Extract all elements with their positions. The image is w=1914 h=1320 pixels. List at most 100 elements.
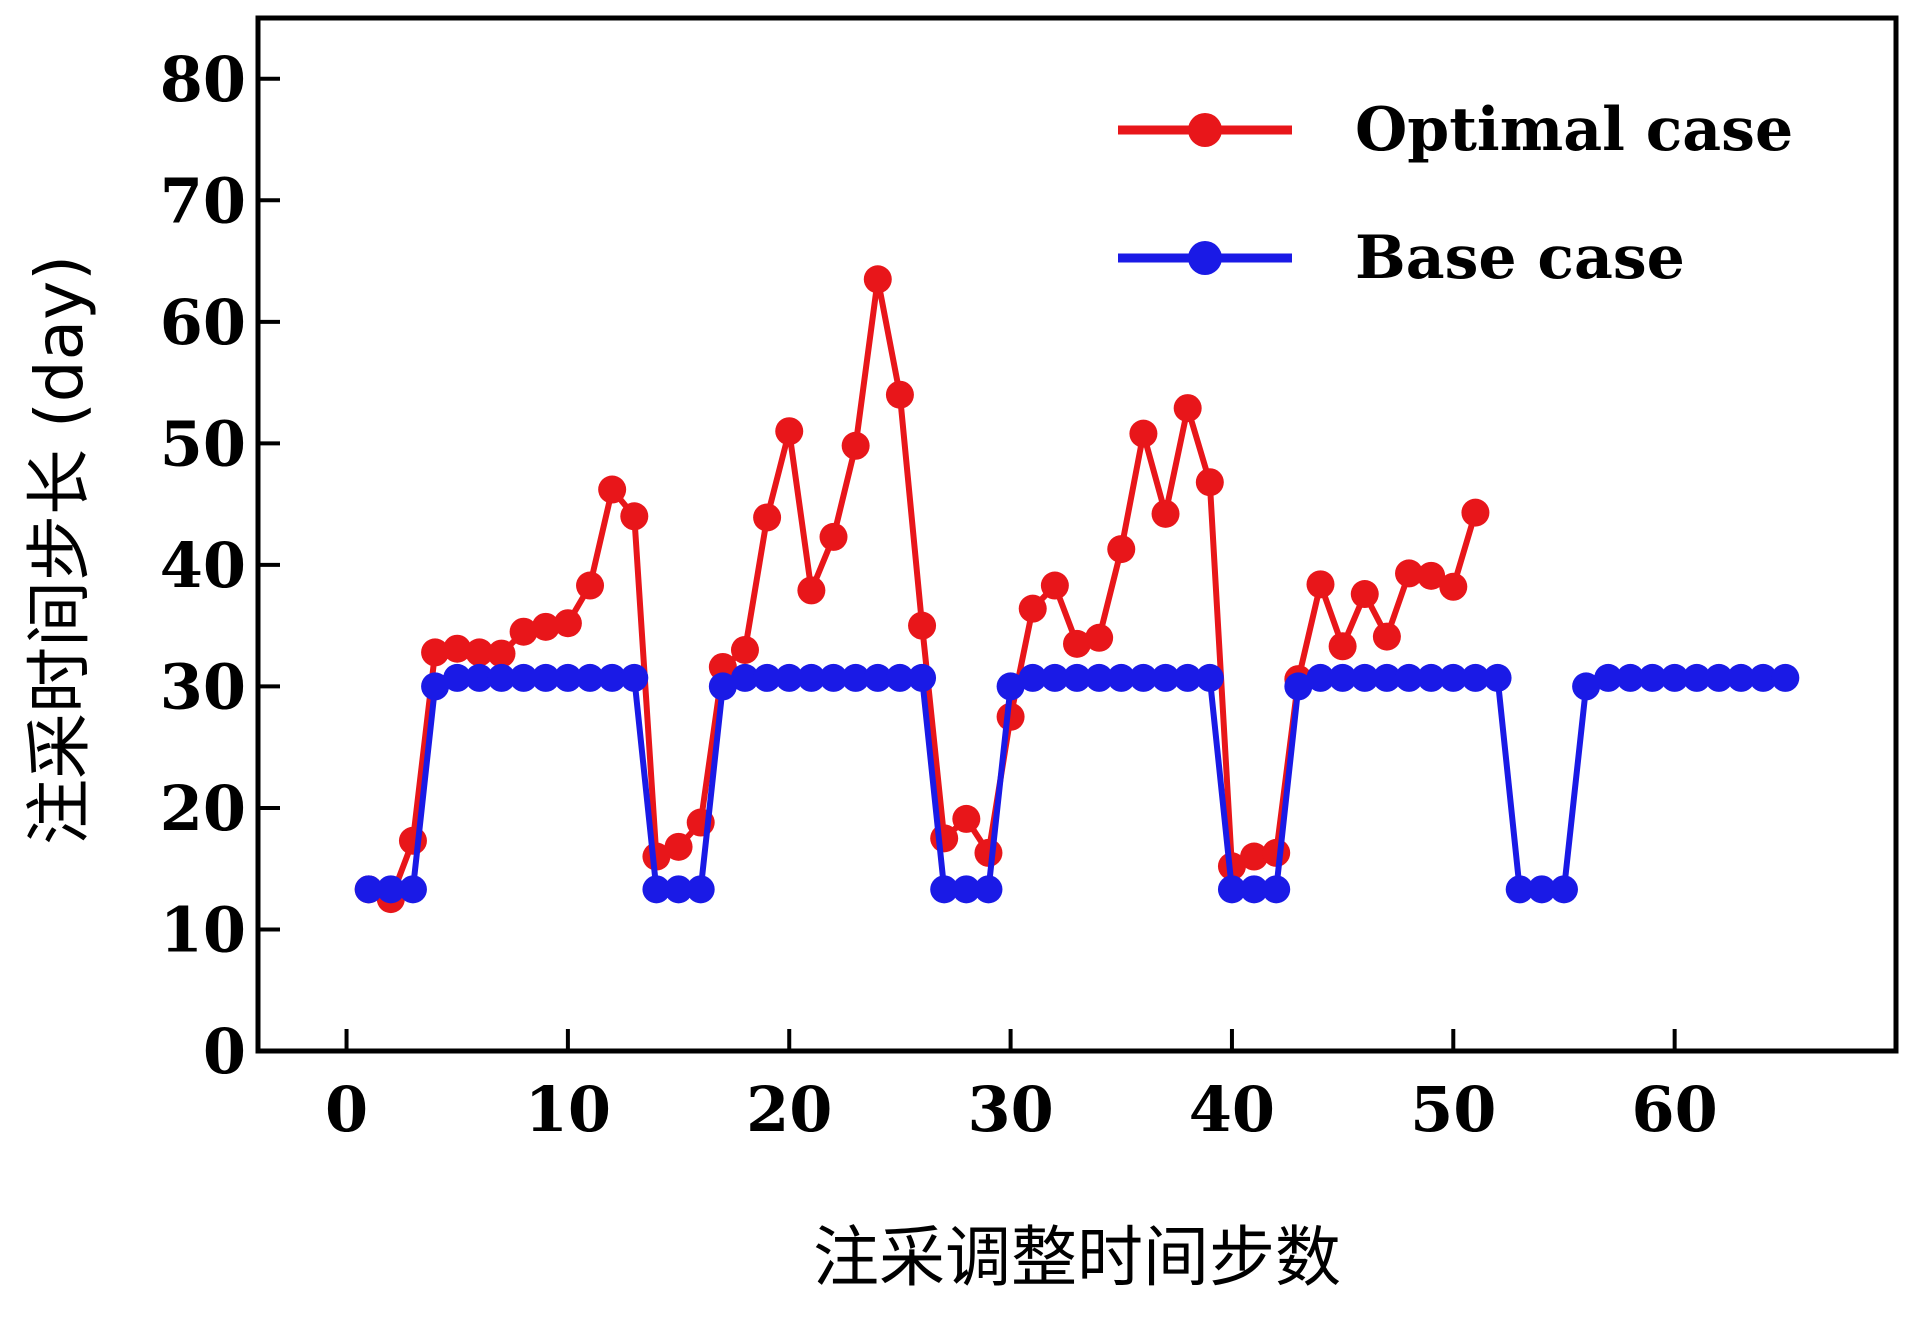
data-point [908,663,937,692]
data-point [1616,663,1645,692]
data-point [1660,663,1689,692]
data-point [1483,663,1512,692]
data-point [1085,663,1114,692]
data-point [797,576,826,605]
x-axis: 0 10 20 30 40 50 60 [325,1029,1718,1146]
data-point [819,663,848,692]
x-axis-label: 注采调整时间步数 [813,1219,1341,1296]
data-point [1173,394,1202,423]
plot-frame [255,15,1899,1054]
y-tick-label: 70 [160,164,246,237]
data-point [443,663,472,692]
data-point [775,663,804,692]
series-layer [354,265,1800,914]
data-point [620,663,649,692]
data-point [398,826,427,855]
legend-label: Optimal case [1355,95,1793,165]
data-point [509,663,538,692]
x-tick-label: 60 [1632,1073,1718,1146]
series-line [368,674,1786,893]
data-point [775,417,804,446]
data-point [1107,535,1136,564]
data-point [1040,571,1069,600]
data-point [465,638,494,667]
y-tick-label: 0 [203,1015,246,1088]
data-point [1395,663,1424,692]
legend: Optimal case Base case [1118,95,1793,293]
series-optimal [354,265,1490,914]
y-tick-label: 60 [160,286,246,359]
data-point [930,824,959,853]
data-point [1284,672,1313,701]
legend-marker [1188,241,1222,275]
data-point [1240,875,1269,904]
data-point [642,875,671,904]
x-tick-label: 0 [325,1073,368,1146]
data-point [1417,663,1446,692]
legend-marker [1188,113,1222,147]
data-point [863,663,892,692]
data-point [885,380,914,409]
data-point [753,663,782,692]
data-point [1682,663,1711,692]
data-point [1217,875,1246,904]
y-tick-label: 40 [160,529,246,602]
data-point [487,639,516,668]
data-point [1151,663,1180,692]
data-point [1461,498,1490,527]
data-point [753,503,782,532]
data-point [952,875,981,904]
data-point [1704,663,1733,692]
y-tick-label: 10 [160,893,246,966]
x-tick-label: 50 [1410,1073,1496,1146]
data-point [1240,842,1269,871]
data-point [1417,561,1446,590]
y-tick-label: 80 [160,43,246,116]
data-point [1328,663,1357,692]
data-point [1063,629,1091,658]
data-point [708,652,737,681]
data-point [885,663,914,692]
data-point [1461,663,1490,692]
data-point [841,663,870,692]
data-point [819,522,848,551]
data-point [1195,468,1224,497]
data-point [1195,663,1224,692]
data-point [1173,663,1202,692]
data-point [664,875,693,904]
data-point [1350,663,1379,692]
data-point [1129,419,1158,448]
data-point [531,663,560,692]
data-point [421,638,450,667]
y-tick-label: 50 [160,407,246,480]
data-point [1063,663,1091,692]
data-point [1328,632,1357,661]
data-point [487,663,516,692]
data-point [576,663,605,692]
data-point [996,672,1025,701]
data-point [1439,572,1468,601]
data-point [1439,663,1468,692]
data-point [465,663,494,692]
data-point [1151,499,1180,528]
series-base [354,663,1800,904]
data-point [664,832,693,861]
data-point [576,571,605,600]
y-tick-label: 30 [160,650,246,723]
data-point [421,672,450,701]
data-point [797,663,826,692]
y-tick-label: 20 [160,772,246,845]
y-axis-label: 注采时间步长 (day) [21,255,98,845]
data-point [1350,580,1379,609]
data-point [1262,875,1291,904]
x-tick-label: 10 [525,1073,611,1146]
data-point [354,875,383,904]
x-tick-label: 30 [967,1073,1053,1146]
data-point [1638,663,1667,692]
data-point [1505,875,1534,904]
data-point [974,875,1003,904]
data-point [708,672,737,701]
data-point [1749,663,1778,692]
data-point [509,617,538,646]
